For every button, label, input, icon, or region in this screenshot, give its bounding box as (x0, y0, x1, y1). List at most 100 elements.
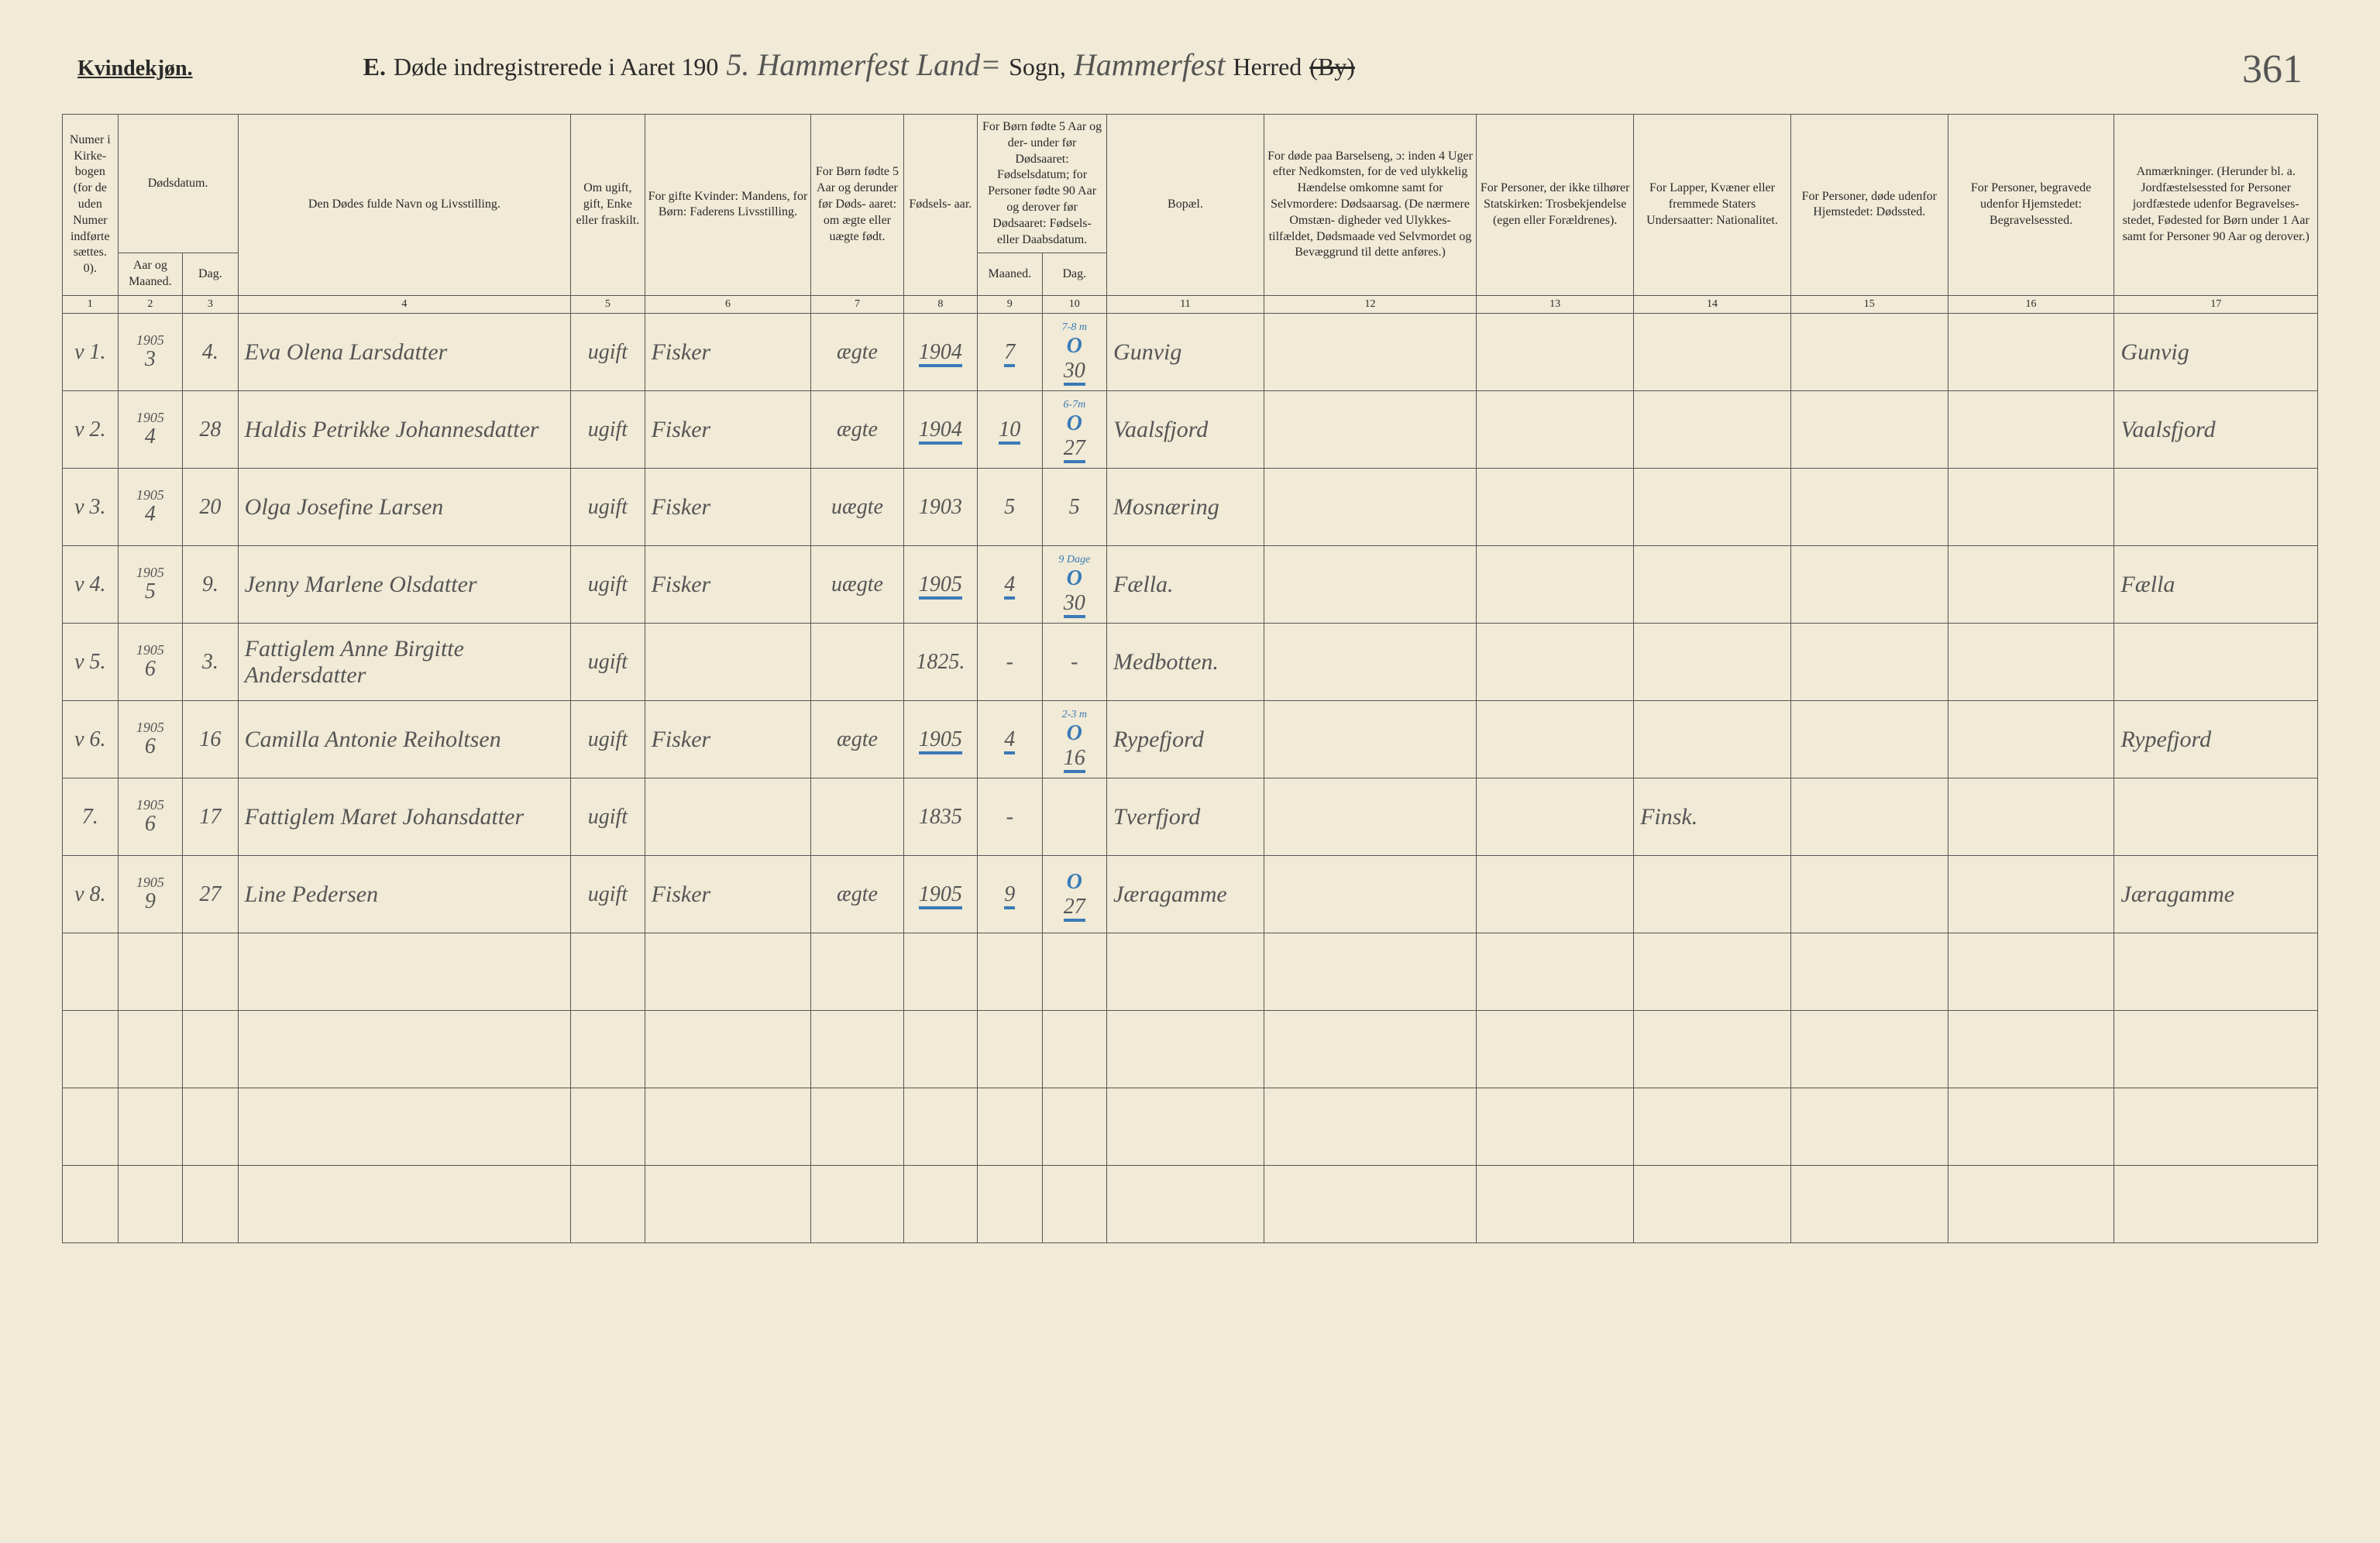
col-header-9a: Maaned. (978, 253, 1043, 296)
cell-year_month: 19059 (118, 856, 183, 933)
cell-father (645, 624, 811, 701)
cell-legit: ægte (811, 314, 903, 391)
empty-cell (811, 1088, 903, 1166)
cell-bday: 6-7mO27 (1042, 391, 1107, 469)
cell-num: v 8. (63, 856, 119, 933)
cell-bmonth: 4 (978, 546, 1043, 624)
cell-c15 (1790, 469, 1948, 546)
table-row: v 8.1905927Line PedersenugiftFiskerægte1… (63, 856, 2318, 933)
colnum-7: 7 (811, 295, 903, 313)
empty-cell (2114, 933, 2318, 1011)
cell-bmonth: 7 (978, 314, 1043, 391)
cell-bday: 5 (1042, 469, 1107, 546)
cell-name: Fattiglem Maret Johansdatter (238, 778, 570, 856)
empty-cell (1264, 933, 1476, 1011)
page-number: 361 (2242, 46, 2303, 92)
empty-cell (238, 1166, 570, 1243)
cell-c16 (1948, 391, 2114, 469)
empty-cell (183, 1166, 239, 1243)
empty-cell (238, 1088, 570, 1166)
cell-legit: ægte (811, 391, 903, 469)
col-header-8: Fødsels- aar. (903, 115, 977, 296)
empty-cell (1477, 933, 1634, 1011)
table-row: v 3.1905420Olga Josefine LarsenugiftFisk… (63, 469, 2318, 546)
cell-legit: ægte (811, 701, 903, 778)
cell-c14: Finsk. (1634, 778, 1791, 856)
colnum-17: 17 (2114, 295, 2318, 313)
cell-num: v 1. (63, 314, 119, 391)
cell-bday: 2-3 mO16 (1042, 701, 1107, 778)
cell-day: 17 (183, 778, 239, 856)
cell-civil: ugift (571, 701, 645, 778)
col-header-1: Numer i Kirke- bogen (for de uden Numer … (63, 115, 119, 296)
empty-cell (1948, 1166, 2114, 1243)
year-digit: 5. (726, 46, 749, 83)
cell-day: 9. (183, 546, 239, 624)
cell-c13 (1477, 546, 1634, 624)
colnum-13: 13 (1477, 295, 1634, 313)
cell-c12 (1264, 546, 1476, 624)
table-row (63, 1166, 2318, 1243)
empty-cell (1042, 1088, 1107, 1166)
empty-cell (811, 1011, 903, 1088)
cell-num: v 5. (63, 624, 119, 701)
empty-cell (645, 933, 811, 1011)
cell-num: v 6. (63, 701, 119, 778)
cell-legit (811, 778, 903, 856)
empty-cell (903, 1166, 977, 1243)
cell-bopael: Gunvig (1107, 314, 1264, 391)
empty-cell (571, 1166, 645, 1243)
empty-cell (903, 1011, 977, 1088)
cell-c13 (1477, 391, 1634, 469)
empty-cell (1948, 1011, 2114, 1088)
cell-year_month: 19054 (118, 469, 183, 546)
cell-name: Haldis Petrikke Johannesdatter (238, 391, 570, 469)
empty-cell (1107, 933, 1264, 1011)
cell-num: v 4. (63, 546, 119, 624)
colnum-14: 14 (1634, 295, 1791, 313)
table-body: v 1.190534.Eva Olena LarsdatterugiftFisk… (63, 314, 2318, 1243)
empty-cell (1790, 1166, 1948, 1243)
empty-cell (63, 1166, 119, 1243)
cell-father (645, 778, 811, 856)
cell-father: Fisker (645, 546, 811, 624)
cell-c16 (1948, 701, 2114, 778)
cell-bopael: Rypefjord (1107, 701, 1264, 778)
empty-cell (978, 1088, 1043, 1166)
empty-cell (1264, 1011, 1476, 1088)
cell-father: Fisker (645, 701, 811, 778)
empty-cell (1948, 1088, 2114, 1166)
cell-civil: ugift (571, 391, 645, 469)
cell-name: Eva Olena Larsdatter (238, 314, 570, 391)
cell-bopael: Fælla. (1107, 546, 1264, 624)
cell-c13 (1477, 856, 1634, 933)
cell-bmonth: 4 (978, 701, 1043, 778)
cell-civil: ugift (571, 546, 645, 624)
cell-bmonth: 9 (978, 856, 1043, 933)
empty-cell (118, 1166, 183, 1243)
cell-c12 (1264, 314, 1476, 391)
cell-civil: ugift (571, 469, 645, 546)
empty-cell (571, 1011, 645, 1088)
cell-name: Jenny Marlene Olsdatter (238, 546, 570, 624)
cell-c14 (1634, 314, 1791, 391)
cell-day: 27 (183, 856, 239, 933)
cell-bmonth: 10 (978, 391, 1043, 469)
by-struck: (By) (1309, 53, 1355, 81)
cell-num: 7. (63, 778, 119, 856)
empty-cell (183, 933, 239, 1011)
cell-civil: ugift (571, 624, 645, 701)
empty-cell (1042, 933, 1107, 1011)
cell-c15 (1790, 624, 1948, 701)
colnum-8: 8 (903, 295, 977, 313)
col-header-15: For Personer, døde udenfor Hjemstedet: D… (1790, 115, 1948, 296)
cell-c16 (1948, 778, 2114, 856)
cell-father: Fisker (645, 314, 811, 391)
empty-cell (118, 1088, 183, 1166)
table-row: v 1.190534.Eva Olena LarsdatterugiftFisk… (63, 314, 2318, 391)
cell-day: 4. (183, 314, 239, 391)
col-header-17: Anmærkninger. (Herunder bl. a. Jordfæste… (2114, 115, 2318, 296)
cell-c15 (1790, 856, 1948, 933)
empty-cell (238, 1011, 570, 1088)
cell-bopael: Mosnæring (1107, 469, 1264, 546)
